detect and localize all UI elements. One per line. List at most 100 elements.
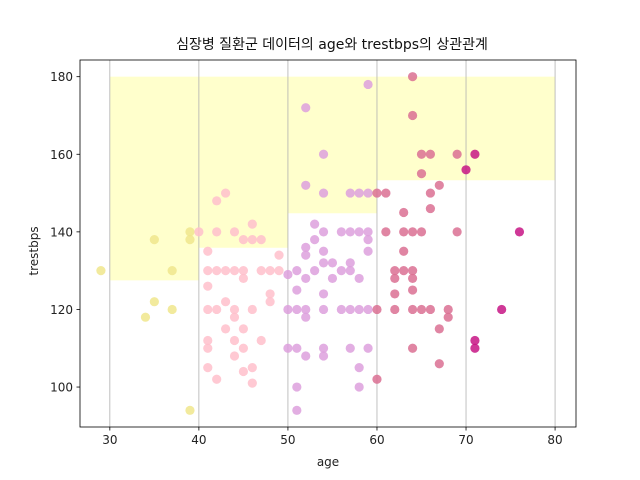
data-point — [292, 405, 302, 415]
data-point — [425, 188, 436, 198]
data-point — [238, 343, 249, 353]
data-point — [238, 273, 249, 284]
data-point — [149, 235, 159, 245]
x-tick-label: 50 — [280, 433, 295, 447]
data-point — [203, 246, 213, 256]
data-point — [470, 149, 480, 159]
data-point — [194, 227, 204, 237]
data-point — [461, 165, 471, 175]
data-point — [497, 304, 507, 315]
data-point — [238, 266, 249, 276]
data-point — [203, 335, 213, 346]
data-point — [247, 363, 257, 373]
data-point — [363, 227, 373, 237]
data-point — [363, 304, 373, 315]
x-tick-label: 60 — [369, 433, 384, 447]
data-point — [416, 169, 427, 179]
data-point — [354, 363, 364, 373]
data-point — [229, 351, 240, 361]
data-point — [407, 343, 418, 353]
data-point — [443, 304, 453, 315]
data-point — [167, 266, 177, 276]
data-point — [301, 351, 311, 361]
x-tick-label: 40 — [191, 433, 206, 447]
data-point — [434, 180, 444, 190]
data-point — [318, 289, 329, 299]
data-point — [363, 343, 373, 353]
data-point — [292, 304, 302, 315]
data-point — [354, 382, 364, 392]
data-point — [336, 266, 346, 276]
data-point — [318, 258, 329, 268]
data-point — [301, 250, 311, 260]
data-point — [425, 149, 436, 159]
data-point — [301, 242, 311, 252]
data-point — [318, 246, 329, 256]
data-point — [514, 227, 525, 237]
data-point — [220, 266, 231, 276]
data-point — [363, 188, 373, 198]
data-point — [363, 235, 373, 245]
data-point — [318, 351, 329, 361]
data-point — [292, 382, 302, 392]
data-point — [390, 266, 400, 276]
data-point — [407, 285, 418, 295]
data-point — [292, 285, 302, 295]
data-point — [283, 269, 293, 280]
y-tick-label: 180 — [50, 70, 73, 84]
chart-title: 심장병 질환군 데이터의 age와 trestbps의 상관관계 — [176, 37, 488, 53]
highlight-bands — [109, 76, 556, 281]
data-point — [345, 343, 355, 353]
data-point — [220, 324, 231, 334]
data-point — [336, 227, 346, 237]
data-point — [407, 110, 418, 121]
data-point — [265, 297, 275, 307]
data-point — [452, 227, 462, 237]
data-point — [399, 227, 409, 237]
data-point — [354, 304, 364, 315]
data-point — [265, 266, 275, 276]
data-point — [185, 227, 195, 237]
data-point — [372, 304, 382, 315]
y-tick-label: 140 — [50, 225, 73, 239]
data-point — [407, 72, 418, 82]
data-point — [185, 405, 195, 415]
data-point — [425, 304, 436, 315]
data-point — [434, 324, 444, 334]
x-axis-label: age — [317, 455, 339, 469]
data-point — [274, 250, 284, 260]
data-point — [247, 219, 257, 229]
data-point — [247, 378, 257, 388]
data-point — [301, 304, 311, 315]
band-3 — [376, 76, 467, 181]
data-point — [167, 304, 177, 315]
data-point — [354, 273, 364, 284]
data-point — [399, 207, 409, 218]
data-point — [416, 304, 427, 315]
data-point — [229, 312, 240, 322]
data-point — [212, 227, 222, 237]
data-point — [256, 266, 266, 276]
data-point — [301, 312, 311, 322]
data-point — [96, 266, 106, 276]
data-point — [229, 266, 240, 276]
data-point — [407, 227, 418, 237]
data-point — [292, 266, 302, 276]
data-point — [399, 266, 409, 276]
data-point — [407, 273, 418, 284]
data-point — [416, 227, 427, 237]
data-point — [318, 227, 329, 237]
data-point — [212, 266, 222, 276]
data-point — [443, 312, 453, 322]
data-point — [381, 227, 391, 237]
data-point — [203, 343, 213, 353]
data-point — [363, 246, 373, 256]
data-point — [390, 304, 400, 315]
data-point — [310, 266, 320, 276]
data-point — [203, 266, 213, 276]
data-point — [212, 304, 222, 315]
data-point — [283, 304, 293, 315]
data-point — [318, 188, 329, 198]
data-point — [301, 180, 311, 190]
